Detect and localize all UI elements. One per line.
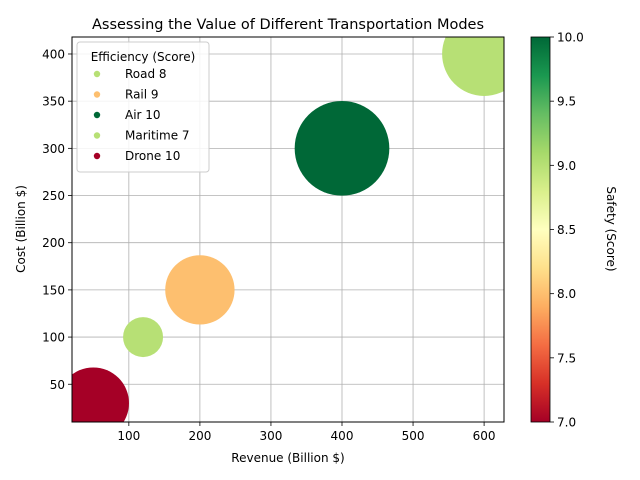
legend-marker: [93, 111, 101, 119]
legend-box: [76, 41, 210, 173]
legend-items: Road 8 Rail 9 Air 10 Maritime 7 Drone 10: [93, 67, 190, 163]
x-tick-label: 300: [259, 429, 282, 443]
legend-label: Drone 10: [125, 149, 180, 163]
colorbar-tick-label: 8.0: [557, 287, 576, 301]
legend-label: Road 8: [125, 67, 167, 81]
colorbar-tick-label: 7.5: [557, 351, 576, 365]
x-axis-ticks: 100 200 300 400 500 600: [117, 422, 496, 443]
legend-marker: [93, 70, 101, 78]
colorbar-label: Safety (Score): [604, 186, 618, 271]
x-tick-label: 100: [117, 429, 140, 443]
y-tick-label: 200: [42, 236, 65, 250]
legend-label: Rail 9: [125, 88, 159, 102]
x-tick-label: 400: [331, 429, 354, 443]
legend: Efficiency (Score) Road 8 Rail 9 Air 10 Mar…: [76, 41, 210, 173]
x-axis-label: Revenue (Billion $): [231, 451, 344, 465]
y-tick-label: 250: [42, 189, 65, 203]
legend-label: Maritime 7: [125, 129, 190, 143]
bubble-rail: [165, 255, 235, 325]
legend-marker: [93, 91, 101, 98]
colorbar-tick-label: 7.0: [557, 416, 576, 430]
bubbles: [72, 37, 504, 422]
legend-label: Air 10: [125, 108, 161, 122]
y-axis-label: Cost (Billion $): [14, 185, 28, 273]
colorbar-ticks: 7.0 7.5 8.0 8.5 9.0 9.5 10.0: [550, 31, 584, 430]
colorbar: 7.0 7.5 8.0 8.5 9.0 9.5 10.0 Safety (Score): [530, 31, 618, 430]
y-tick-label: 400: [42, 47, 65, 61]
colorbar-tick-label: 10.0: [557, 31, 584, 45]
plot-frame: [71, 36, 505, 423]
bubble-air: [294, 101, 390, 196]
legend-marker: [93, 132, 101, 139]
y-tick-label: 50: [50, 378, 65, 392]
x-tick-label: 500: [402, 429, 425, 443]
legend-marker: [93, 152, 101, 160]
colorbar-tick-label: 8.5: [557, 223, 576, 237]
y-tick-label: 300: [42, 142, 65, 156]
x-tick-label: 200: [188, 429, 211, 443]
y-axis-ticks: 50 100 150 200 250 300 350 400: [42, 47, 72, 392]
colorbar-gradient: [530, 36, 551, 423]
y-tick-label: 150: [42, 283, 65, 297]
y-tick-label: 350: [42, 95, 65, 109]
x-tick-label: 600: [473, 429, 496, 443]
bubble-maritime: [123, 317, 164, 358]
bubble-drone: [72, 367, 129, 422]
bubble-road: [442, 37, 504, 96]
y-tick-label: 100: [42, 331, 65, 345]
chart-title: Assessing the Value of Different Transpo…: [92, 17, 484, 33]
colorbar-tick-label: 9.0: [557, 159, 576, 173]
legend-title: Efficiency (Score): [91, 50, 196, 64]
colorbar-tick-label: 9.5: [557, 95, 576, 109]
